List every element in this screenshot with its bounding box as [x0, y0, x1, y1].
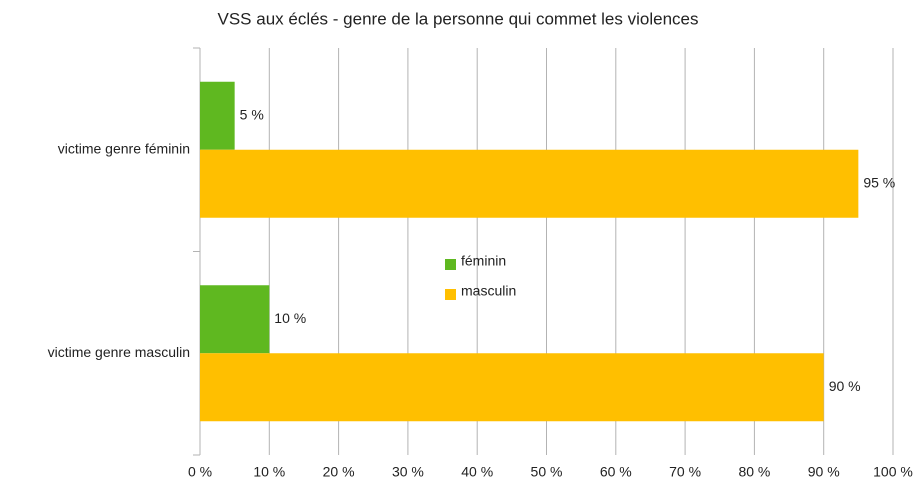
x-tick-label: 100 %: [873, 464, 913, 480]
y-tick-label: victime genre masculin: [48, 344, 190, 360]
y-tick-label: victime genre féminin: [58, 140, 190, 156]
x-tick-label: 0 %: [188, 464, 212, 480]
x-tick-label: 60 %: [600, 464, 632, 480]
data-label: 95 %: [863, 174, 895, 190]
x-tick-label: 70 %: [669, 464, 701, 480]
x-tick-label: 90 %: [808, 464, 840, 480]
bar: [200, 149, 859, 218]
data-label: 10 %: [274, 310, 306, 326]
bar: [200, 353, 824, 422]
legend-label: féminin: [461, 253, 506, 269]
x-tick-label: 80 %: [738, 464, 770, 480]
x-tick-label: 40 %: [461, 464, 493, 480]
bar: [200, 285, 270, 354]
chart-title: VSS aux éclés - genre de la personne qui…: [218, 9, 699, 28]
x-tick-label: 10 %: [253, 464, 285, 480]
bar: [200, 81, 235, 150]
x-tick-label: 30 %: [392, 464, 424, 480]
x-tick-label: 50 %: [531, 464, 563, 480]
data-label: 5 %: [240, 106, 264, 122]
legend-label: masculin: [461, 283, 516, 299]
data-label: 90 %: [829, 378, 861, 394]
legend-swatch: [445, 259, 456, 270]
legend-swatch: [445, 289, 456, 300]
x-tick-label: 20 %: [323, 464, 355, 480]
